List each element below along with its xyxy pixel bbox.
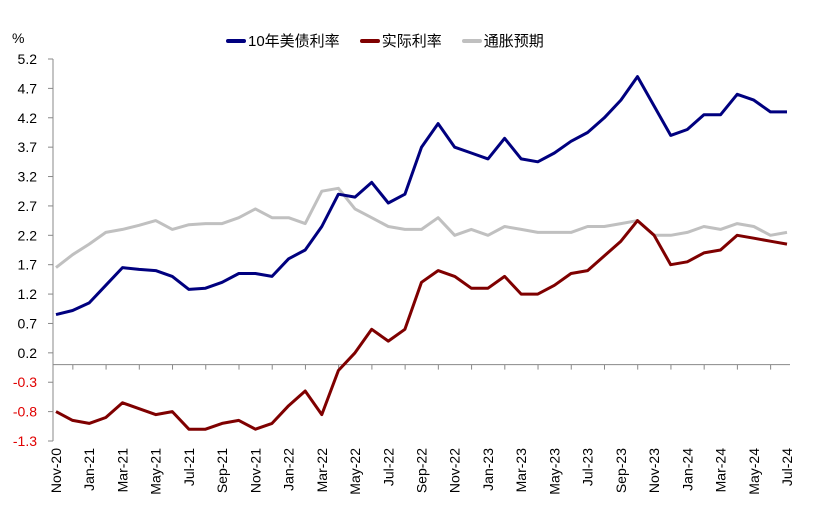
series-line-2 <box>55 186 788 269</box>
legend-item-real: 实际利率 <box>359 30 442 51</box>
x-tick-label: Mar-23 <box>513 448 529 493</box>
x-tick-label: May-21 <box>148 448 164 495</box>
legend-label: 10年美债利率 <box>248 33 340 50</box>
x-tick-label: Mar-24 <box>713 448 729 493</box>
x-tick-label: May-24 <box>746 448 762 495</box>
y-tick-label: -0.8 <box>13 404 37 420</box>
x-tick-label: Nov-20 <box>48 448 64 493</box>
x-tick-label: Mar-21 <box>114 448 130 493</box>
legend-item-10y: 10年美债利率 <box>226 30 340 51</box>
legend-swatch <box>461 38 482 43</box>
x-tick-label: Sep-23 <box>613 448 629 493</box>
x-tick-label: May-23 <box>546 448 562 495</box>
legend: 10年美债利率 实际利率 通胀预期 <box>226 30 544 51</box>
y-tick-label: 4.2 <box>18 110 38 126</box>
x-tick-label: Jan-22 <box>281 448 297 491</box>
y-tick-label: 1.7 <box>18 257 38 273</box>
legend-swatch <box>359 38 380 43</box>
series-line-0 <box>55 75 787 317</box>
y-tick-label: -0.3 <box>13 374 37 390</box>
y-tick-label: 0.2 <box>18 345 38 361</box>
x-tick-label: Jan-23 <box>480 448 496 491</box>
x-tick-label: Jul-24 <box>779 448 795 486</box>
legend-swatch <box>226 38 246 43</box>
y-tick-label: 2.7 <box>18 198 38 214</box>
x-tick-label: Jan-21 <box>81 448 97 491</box>
x-tick-label: Nov-23 <box>646 448 662 493</box>
legend-item-inflation: 通胀预期 <box>461 30 544 51</box>
x-tick-label: Jul-22 <box>380 448 396 486</box>
x-tick-label: Jan-24 <box>679 448 695 491</box>
x-tick-label: Nov-21 <box>247 448 263 493</box>
legend-label: 实际利率 <box>381 33 442 50</box>
y-tick-label: 4.7 <box>18 80 38 96</box>
legend-label: 通胀预期 <box>483 33 544 50</box>
y-tick-label: 0.7 <box>18 315 38 331</box>
x-tick-label: Sep-21 <box>214 448 230 493</box>
x-tick-label: Nov-22 <box>447 448 463 493</box>
series-line-1 <box>55 219 788 431</box>
x-tick-label: Jul-21 <box>181 448 197 486</box>
y-tick-label: 5.2 <box>18 51 38 67</box>
x-tick-label: May-22 <box>347 448 363 495</box>
x-tick-label: Mar-22 <box>314 448 330 493</box>
x-tick-label: Jul-23 <box>580 448 596 486</box>
y-tick-label: 3.2 <box>18 169 38 185</box>
y-axis-unit: % <box>12 30 25 46</box>
x-tick-label: Sep-22 <box>414 448 430 493</box>
y-tick-label: 1.2 <box>18 286 38 302</box>
y-tick-label: 3.7 <box>18 139 38 155</box>
y-tick-label: -1.3 <box>13 433 37 449</box>
y-tick-label: 2.2 <box>18 227 38 243</box>
